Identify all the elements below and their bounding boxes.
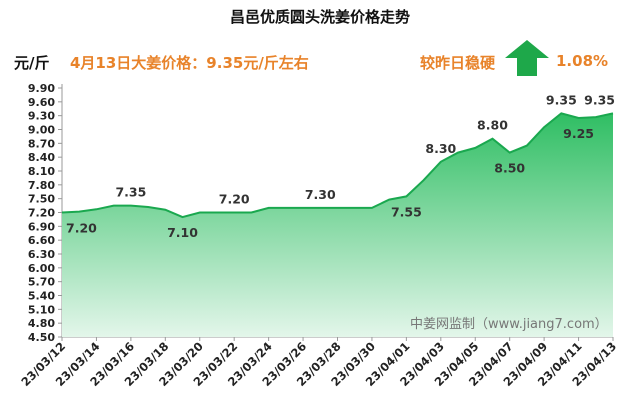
y-axis: 4.504.805.105.405.706.006.306.606.907.20…	[28, 82, 63, 344]
up-arrow-icon	[505, 40, 549, 76]
y-tick-label: 4.80	[28, 317, 55, 330]
data-label: 7.30	[305, 187, 336, 202]
data-label: 9.25	[563, 126, 594, 141]
y-tick-label: 6.30	[28, 248, 55, 261]
data-label: 8.50	[494, 161, 525, 176]
y-tick-label: 5.10	[28, 303, 55, 316]
y-tick-label: 8.70	[28, 137, 55, 150]
y-tick-label: 9.60	[28, 96, 55, 109]
price-area	[62, 113, 613, 338]
y-tick-label: 8.40	[28, 151, 55, 164]
x-axis: 23/03/1223/03/1423/03/1623/03/1823/03/20…	[18, 336, 619, 389]
y-tick-label: 4.50	[28, 331, 55, 344]
trend-value: 1.08%	[556, 52, 609, 70]
y-tick-label: 5.70	[28, 276, 55, 289]
y-axis-unit: 元/斤	[14, 54, 50, 72]
y-tick-label: 9.00	[28, 124, 55, 137]
y-tick-label: 7.20	[28, 207, 55, 220]
y-tick-label: 9.30	[28, 110, 55, 123]
trend-label: 较昨日稳硬	[420, 54, 496, 72]
y-tick-label: 6.90	[28, 220, 55, 233]
watermark: 中姜网监制（www.jiang7.com）	[410, 317, 608, 332]
data-labels: 7.20 7.35 7.10 7.20 7.30 7.55 8.30 8.80 8.50 9.35…	[66, 92, 615, 240]
data-label: 7.20	[66, 221, 97, 236]
price-headline: 4月13日大姜价格：9.35元/斤左右	[70, 54, 309, 72]
y-tick-label: 9.90	[28, 82, 55, 95]
y-tick-label: 6.60	[28, 234, 55, 247]
data-label: 9.35	[546, 92, 577, 107]
data-label: 9.35	[584, 92, 615, 107]
data-label: 7.20	[219, 192, 250, 207]
y-tick-label: 7.80	[28, 179, 55, 192]
data-label: 7.35	[115, 185, 146, 200]
chart-title: 昌邑优质圆头洗姜价格走势	[229, 8, 410, 26]
y-tick-label: 8.10	[28, 165, 55, 178]
data-label: 8.80	[477, 118, 508, 133]
y-tick-label: 6.00	[28, 262, 55, 275]
y-tick-label: 7.50	[28, 193, 55, 206]
y-tick-label: 5.40	[28, 290, 55, 303]
data-label: 7.10	[167, 225, 198, 240]
price-line	[61, 112, 614, 219]
data-label: 7.55	[391, 204, 422, 219]
data-label: 8.30	[425, 141, 456, 156]
